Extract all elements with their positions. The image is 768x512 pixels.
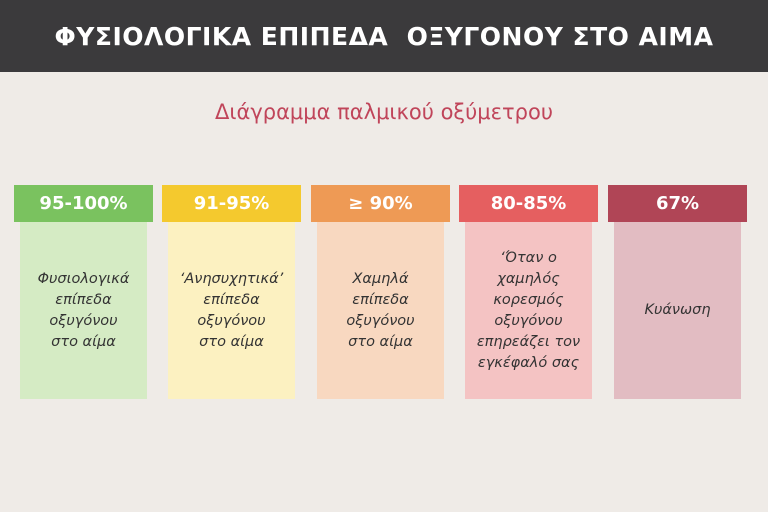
level-description: Φυσιολογικά επίπεδα οξυγόνου στο αίμα: [20, 222, 147, 399]
level-range-label: 67%: [608, 185, 747, 222]
subtitle: Διάγραμμα παλμικού οξύμετρου: [215, 100, 553, 124]
level-description: Χαμηλά επίπεδα οξυγόνου στο αίμα: [317, 222, 444, 399]
level-description: ‘Όταν ο χαμηλός κορεσμός οξυγόνου επηρεά…: [465, 222, 592, 399]
page-title: ΦΥΣΙΟΛΟΓΙΚΑ ΕΠΙΠΕΔΑ ΟΞΥΓΟΝΟΥ ΣΤΟ ΑΙΜΑ: [54, 21, 714, 51]
level-description: Κυάνωση: [614, 222, 741, 399]
level-range-label: ≥ 90%: [311, 185, 450, 222]
level-range-label: 95-100%: [14, 185, 153, 222]
level-range-label: 91-95%: [162, 185, 301, 222]
header-bar: ΦΥΣΙΟΛΟΓΙΚΑ ΕΠΙΠΕΔΑ ΟΞΥΓΟΝΟΥ ΣΤΟ ΑΙΜΑ: [0, 0, 768, 72]
level-description: ‘Ανησυχητικά’ επίπεδα οξυγόνου στο αίμα: [168, 222, 295, 399]
level-range-label: 80-85%: [459, 185, 598, 222]
